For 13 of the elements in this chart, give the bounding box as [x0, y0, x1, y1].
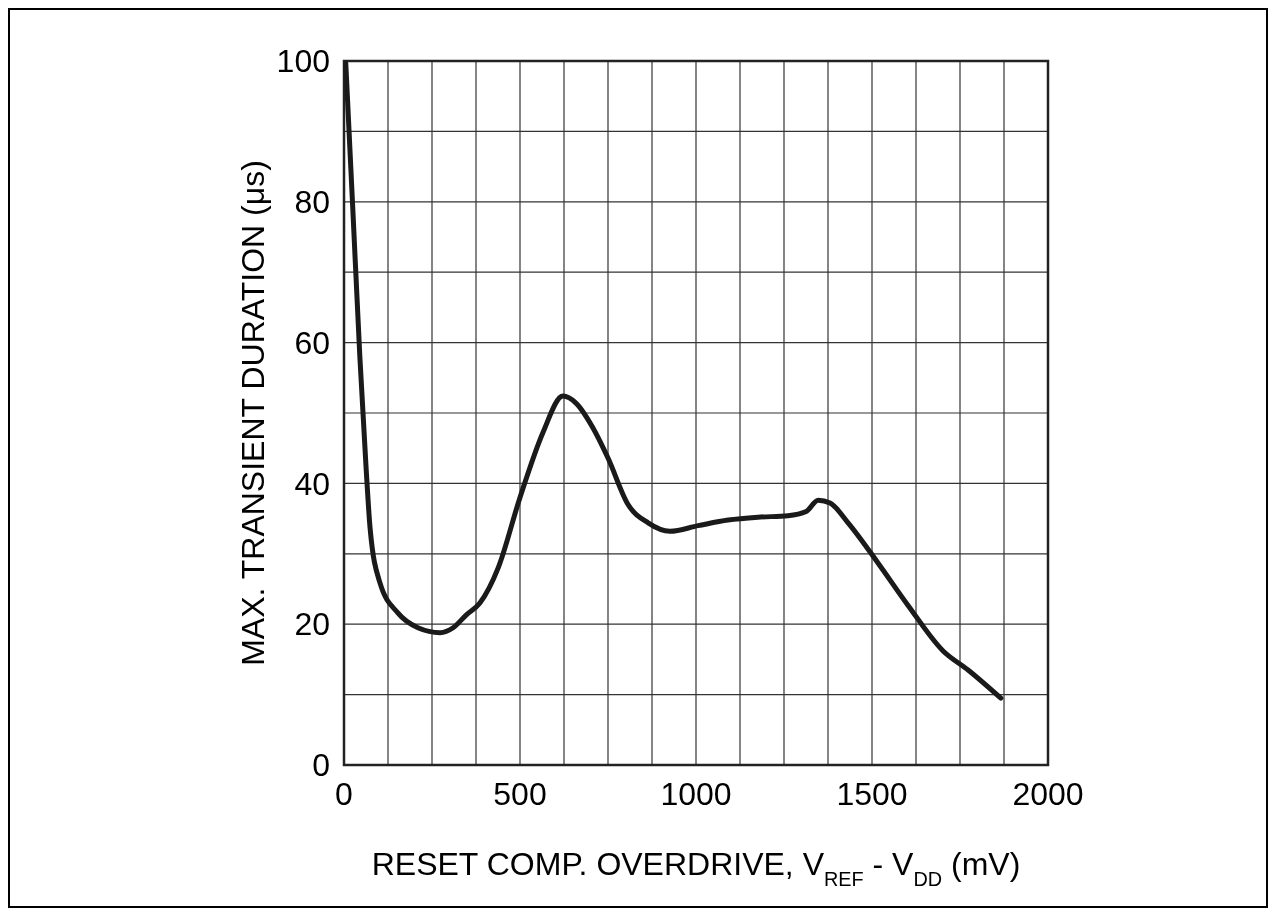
x-tick-label: 0: [335, 776, 353, 812]
y-tick-label: 60: [294, 324, 330, 361]
x-tick-label: 2000: [1012, 776, 1084, 812]
y-axis-title: MAX. TRANSIENT DURATION (μs): [235, 160, 271, 666]
x-tick-label: 500: [493, 776, 547, 812]
x-axis-title: RESET COMP. OVERDRIVE, V$_{REF}$ - V$_{DD}$ (mV): [371, 846, 1021, 890]
y-tick-label: 20: [294, 606, 330, 643]
y-tick-label: 100: [276, 43, 330, 80]
y-tick-label: 80: [294, 184, 330, 220]
x-tick-label: 1000: [660, 776, 732, 812]
y-tick-label: 0: [312, 747, 330, 784]
x-tick-label: 1500: [836, 776, 908, 812]
y-tick-label: 40: [294, 465, 330, 502]
